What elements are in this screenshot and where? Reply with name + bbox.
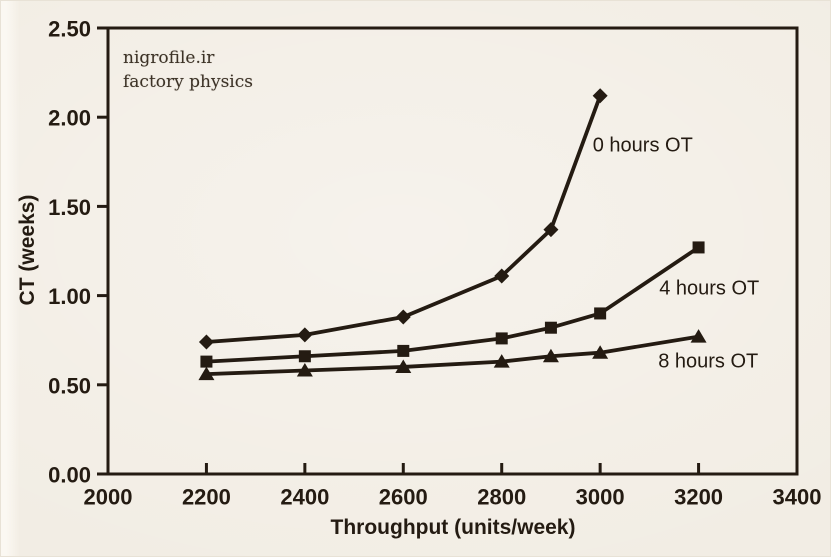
triangle-marker [395,359,412,373]
x-tick-label: 2800 [477,485,526,510]
diamond-marker [395,309,411,325]
y-tick-label: 0.50 [48,373,91,398]
x-tick-label: 2600 [379,485,428,510]
square-marker [594,307,607,320]
diamond-marker [198,334,214,350]
series-line-0-hours-ot [204,93,603,344]
x-tick-label: 3200 [674,485,723,510]
y-tick-label: 0.00 [48,463,91,488]
watermark-line2: factory physics [123,72,253,93]
triangle-marker [198,366,215,381]
diamond-marker [592,88,608,104]
x-tick-label: 3400 [773,485,822,510]
x-tick-label: 2400 [280,485,329,510]
y-tick-label: 2.00 [48,106,91,131]
square-marker [200,355,213,368]
x-axis-title: Throughput (units/week) [330,516,576,539]
watermark-line1: nigrofile.ir [123,48,215,68]
diamond-marker [494,268,510,284]
square-marker [544,321,557,334]
diamond-marker [543,222,559,238]
y-tick-label: 1.50 [48,195,91,220]
x-tick-label: 3000 [576,485,625,510]
series-line-8-hours-ot [204,334,701,376]
y-tick-label: 2.50 [48,17,91,42]
triangle-marker [690,329,707,343]
triangle-marker [542,348,559,363]
series-label-0-hours-ot: 0 hours OT [593,135,693,157]
series-label-4-hours-ot: 4 hours OT [659,277,759,299]
triangle-marker [296,363,313,377]
y-axis-title: CT (weeks) [16,194,39,306]
watermark: nigrofile.ir factory physics [123,46,253,94]
diamond-marker [297,327,313,343]
x-tick-label: 2000 [84,485,133,510]
triangle-marker [493,354,510,368]
square-marker [397,344,410,357]
square-marker [495,332,508,345]
series-line-4-hours-ot [204,245,701,364]
y-tick-label: 1.00 [48,284,91,309]
square-marker [298,350,311,363]
triangle-marker [592,345,609,359]
x-tick-label: 2200 [182,485,231,510]
square-marker [692,241,705,254]
series-label-8-hours-ot: 8 hours OT [658,351,758,373]
plot-border [106,26,799,476]
